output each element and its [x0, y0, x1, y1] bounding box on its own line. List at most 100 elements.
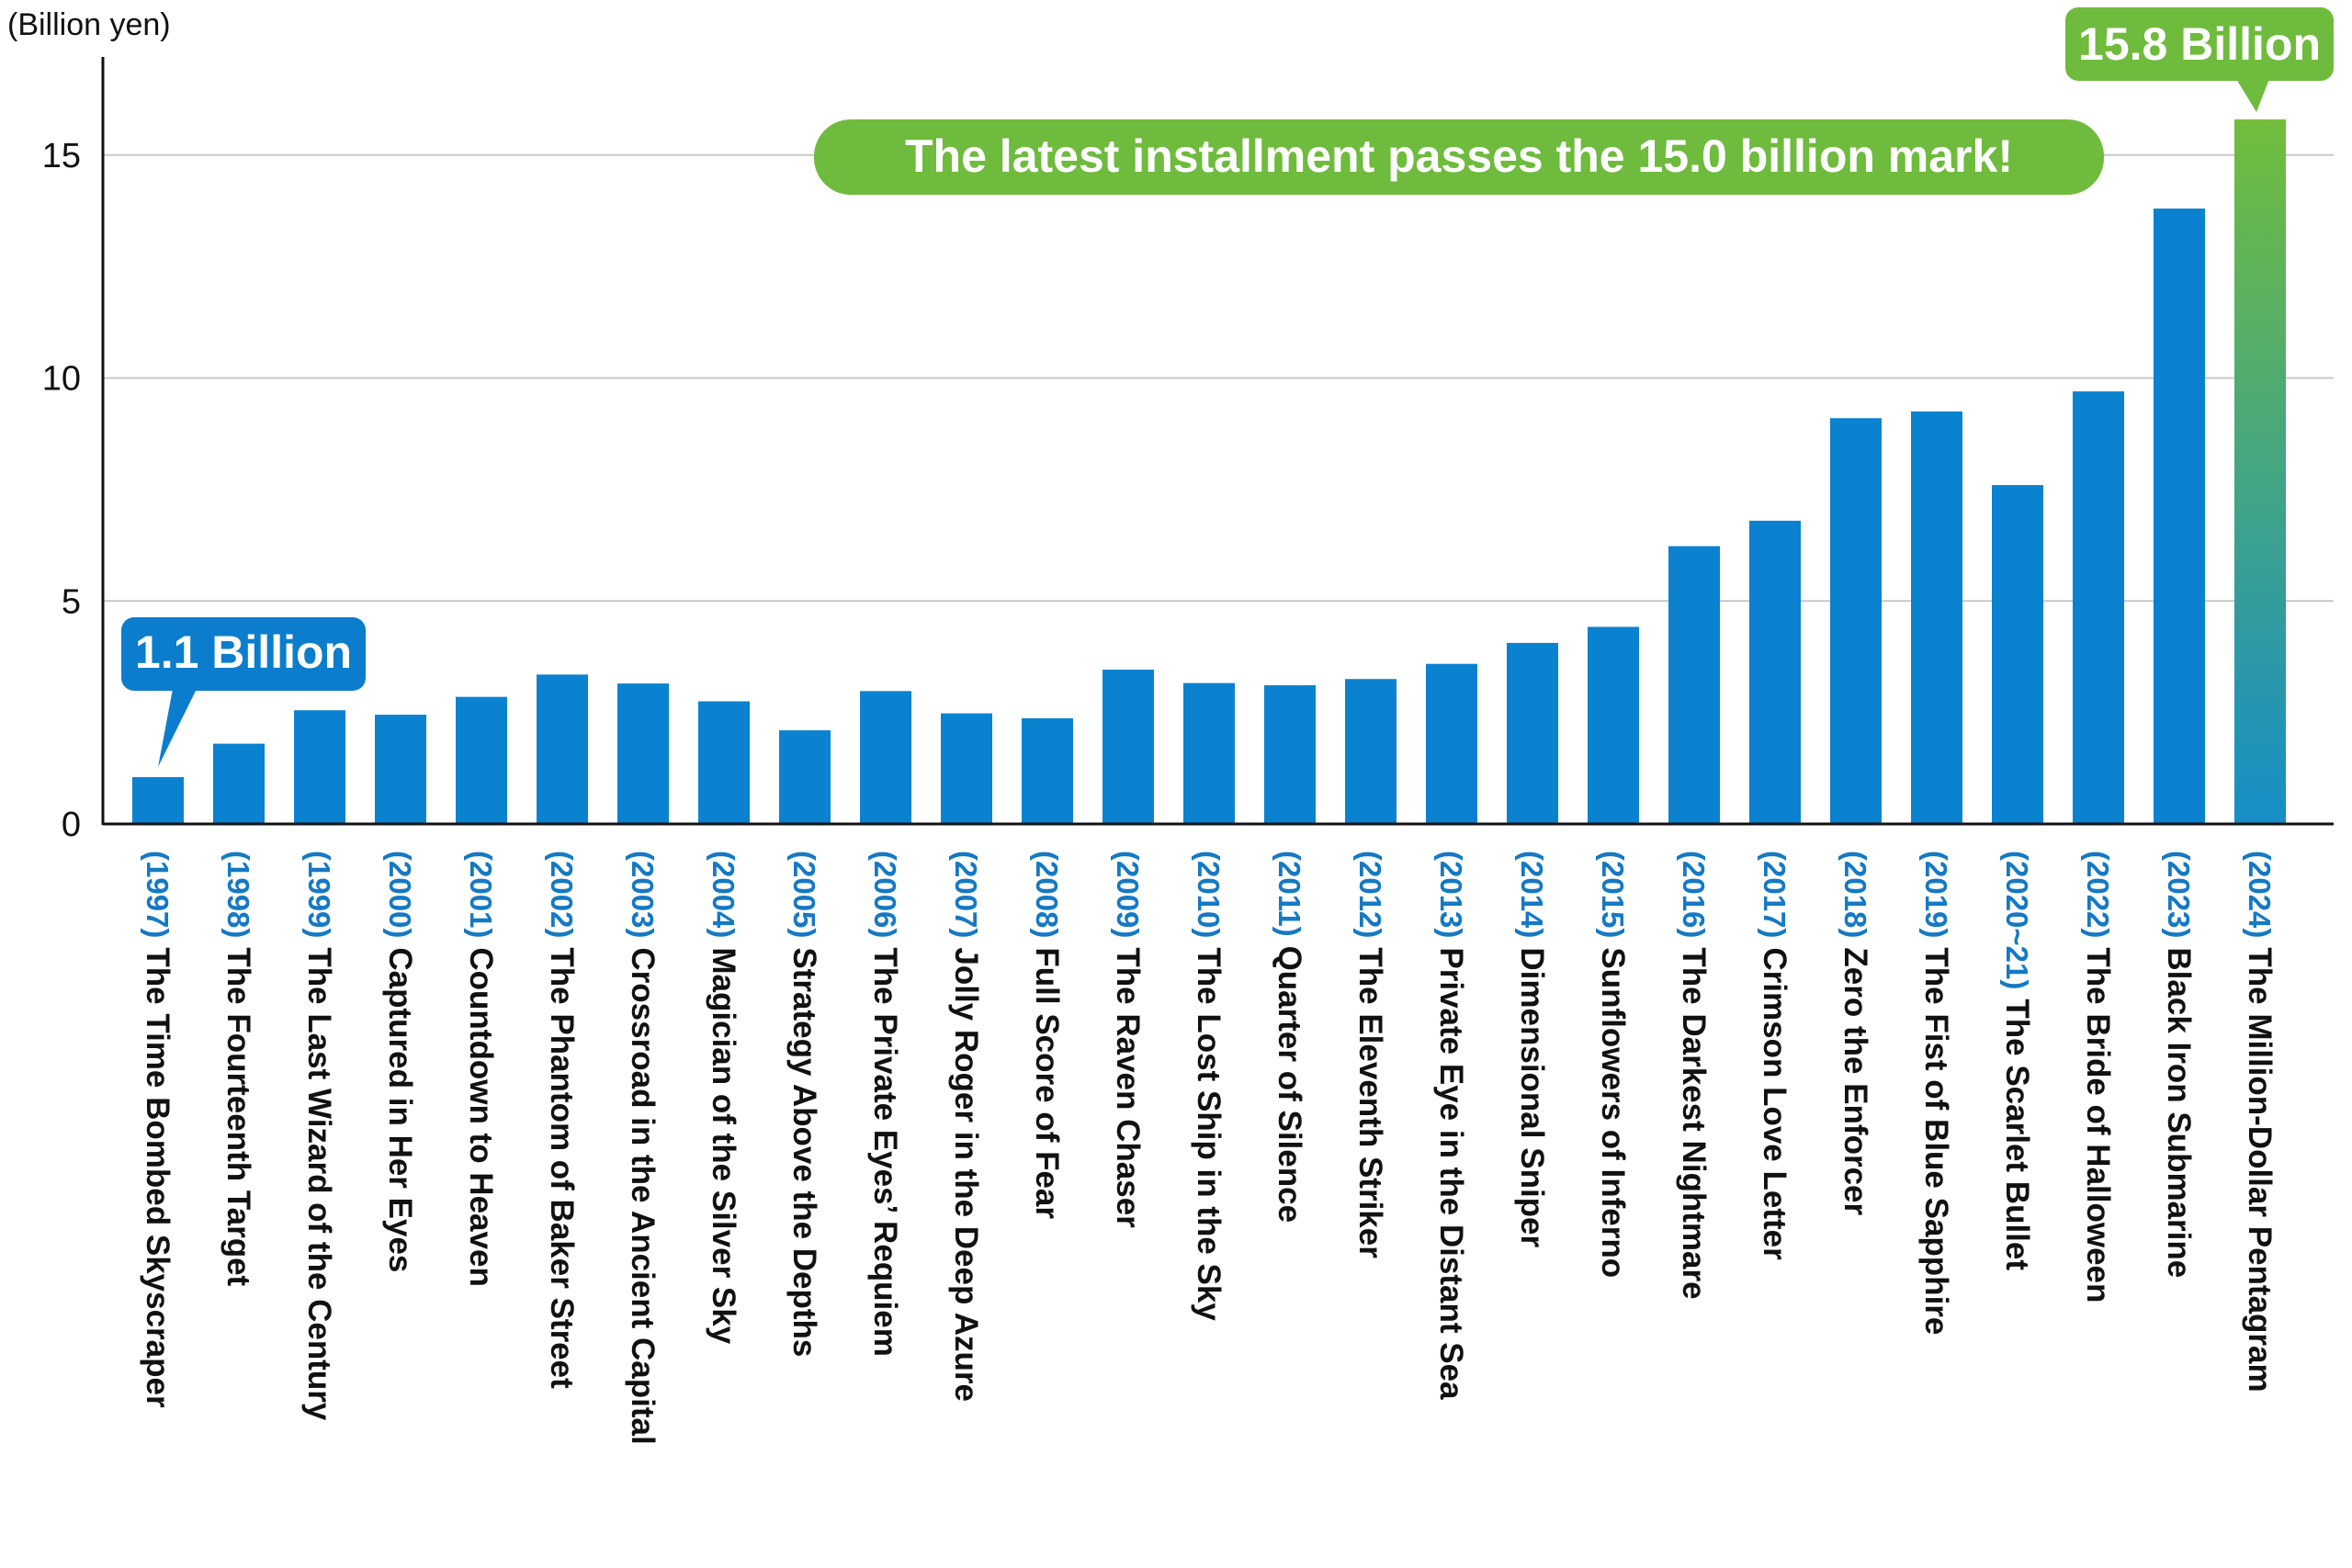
x-tick-label: (2000) Captured in Her Eyes: [382, 851, 418, 1272]
x-label-year: (2006): [868, 851, 902, 938]
bar: [1426, 663, 1477, 824]
x-tick-label: (2007) Jolly Roger in the Deep Azure: [948, 851, 984, 1402]
x-label-title: The Time Bombed Skyscraper: [140, 947, 175, 1408]
x-label-title: The Last Wizard of the Century: [301, 947, 337, 1421]
bars: [132, 118, 2286, 825]
x-tick-label: (2004) Magician of the Silver Sky: [706, 851, 741, 1345]
x-label-title: Zero the Enforcer: [1838, 947, 1873, 1215]
bar: [1102, 670, 1154, 824]
x-label-year: (2022): [2081, 851, 2115, 938]
x-label-year: (2012): [1353, 851, 1387, 938]
x-label-year: (2008): [1030, 851, 1064, 938]
x-label-title: Quarter of Silence: [1272, 946, 1307, 1223]
x-label-title: Captured in Her Eyes: [382, 947, 418, 1272]
x-label-year: (2000): [383, 851, 417, 938]
y-tick-label: 0: [62, 806, 81, 844]
x-tick-label: (2024) The Million-Dollar Pentagram: [2242, 851, 2278, 1393]
bar: [698, 701, 750, 824]
x-tick-label: (2015) Sunflowers of Inferno: [1595, 851, 1631, 1278]
bar-highlight: [2234, 118, 2286, 825]
callout-headline-box: [814, 119, 2104, 195]
bar: [1992, 485, 2043, 824]
bar: [617, 683, 669, 824]
x-tick-label: (2017) Crimson Love Letter: [1757, 851, 1792, 1260]
x-label-title: The Fourteenth Target: [220, 947, 256, 1286]
x-tick-label: (2023) Black Iron Submarine: [2161, 851, 2197, 1278]
callouts: 1.1 Billion The latest installment passes…: [121, 7, 2334, 767]
x-label-year: (1997): [141, 851, 175, 938]
x-label-title: Dimensional Sniper: [1514, 947, 1550, 1247]
bar: [2154, 209, 2205, 825]
x-label-title: The Fist of Blue Sapphire: [1918, 947, 1954, 1335]
y-unit-label: (Billion yen): [7, 7, 171, 42]
callout-headline: The latest installment passes the 15.0 b…: [814, 119, 2104, 195]
callout-last-text: 15.8 Billion: [2078, 18, 2321, 70]
callout-headline-text: The latest installment passes the 15.0 b…: [905, 130, 2013, 182]
bar: [1022, 717, 1073, 824]
x-label-title: The Million-Dollar Pentagram: [2242, 947, 2278, 1392]
x-label-year: (2004): [707, 851, 741, 938]
x-tick-label: (2002) The Phantom of Baker Street: [544, 851, 580, 1389]
x-tick-label: (2012) The Eleventh Striker: [1352, 851, 1388, 1258]
x-tick-label: (2020~21) The Scarlet Bullet: [1999, 851, 2035, 1270]
x-label-year: (2010): [1192, 851, 1226, 938]
x-label-title: The Darkest Nightmare: [1676, 947, 1712, 1299]
bar: [375, 715, 426, 824]
bar: [1588, 626, 1639, 824]
x-label-year: (2003): [626, 851, 660, 938]
x-label-year: (2024): [2243, 851, 2277, 938]
x-label-title: The Private Eyes’ Requiem: [867, 947, 903, 1356]
x-label-title: Jolly Roger in the Deep Azure: [948, 947, 984, 1402]
x-label-title: Magician of the Silver Sky: [706, 947, 741, 1344]
bar: [941, 713, 992, 824]
bar: [537, 674, 588, 824]
x-tick-label: (2003) Crossroad in the Ancient Capital: [625, 851, 661, 1445]
x-label-year: (2005): [787, 851, 821, 938]
callout-last-box: [2065, 7, 2334, 81]
x-label-year: (2019): [1919, 851, 1953, 938]
x-tick-label: (2014) Dimensional Sniper: [1514, 851, 1550, 1248]
callout-last: 15.8 Billion: [2065, 7, 2334, 112]
x-tick-label: (2019) The Fist of Blue Sapphire: [1918, 851, 1954, 1335]
x-tick-label: (2006) The Private Eyes’ Requiem: [867, 851, 903, 1357]
x-label-year: (1999): [302, 851, 336, 938]
callout-first-box: [121, 617, 366, 691]
x-tick-label: (2013) Private Eye in the Distant Sea: [1433, 851, 1469, 1400]
x-label-title: Private Eye in the Distant Sea: [1433, 947, 1469, 1400]
y-tick-label: 5: [62, 582, 81, 621]
x-label-title: The Bride of Halloween: [2080, 947, 2116, 1303]
x-tick-label: (2008) Full Score of Fear: [1029, 851, 1065, 1219]
x-label-title: Black Iron Submarine: [2161, 947, 2197, 1278]
x-label-title: Sunflowers of Inferno: [1595, 947, 1631, 1278]
x-label-year: (2002): [545, 851, 579, 938]
bar: [294, 710, 345, 824]
x-label-title: Strategy Above the Depths: [786, 947, 822, 1357]
x-label-title: Countdown to Heaven: [463, 947, 499, 1286]
x-label-year: (2016): [1677, 851, 1711, 938]
x-label-year: (1998): [221, 851, 255, 938]
x-label-year: (2015): [1596, 851, 1630, 938]
callout-first: 1.1 Billion: [121, 617, 366, 767]
bar: [456, 696, 507, 824]
x-label-year: (2007): [949, 851, 983, 938]
x-label-title: The Lost Ship in the Sky: [1191, 947, 1227, 1321]
x-tick-label: (1997) The Time Bombed Skyscraper: [140, 851, 175, 1408]
x-tick-label: (2016) The Darkest Nightmare: [1676, 851, 1712, 1300]
x-label-title: Crimson Love Letter: [1757, 947, 1792, 1260]
x-tick-label: (2022) The Bride of Halloween: [2080, 851, 2116, 1303]
x-label-title: The Phantom of Baker Street: [544, 947, 580, 1389]
x-label-year: (2020~21): [2000, 851, 2034, 989]
callout-first-pointer: [158, 689, 197, 767]
bar: [213, 743, 265, 824]
x-label-year: (2009): [1111, 851, 1145, 938]
bar: [1911, 411, 1962, 824]
x-tick-label: (2010) The Lost Ship in the Sky: [1191, 851, 1227, 1321]
bar: [2073, 391, 2124, 824]
x-label-year: (2013): [1434, 851, 1468, 938]
bar: [1668, 546, 1720, 824]
bar: [779, 730, 831, 824]
x-label-year: (2001): [464, 851, 498, 938]
x-label-title: Crossroad in the Ancient Capital: [625, 947, 661, 1444]
y-tick-labels: 0 5 10 15: [42, 137, 81, 844]
